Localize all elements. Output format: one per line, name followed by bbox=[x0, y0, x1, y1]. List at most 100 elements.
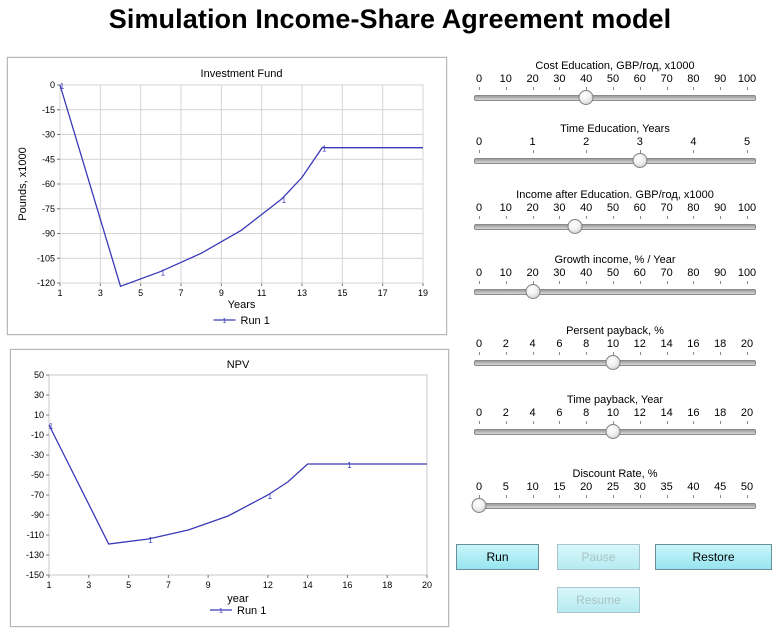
slider-tick-mark bbox=[613, 216, 614, 219]
slider-tick-mark bbox=[639, 150, 641, 153]
x-tick-label: 7 bbox=[166, 580, 171, 590]
slider-tick-mark bbox=[532, 281, 534, 284]
slider-tick-mark bbox=[586, 281, 588, 284]
slider-tick-label: 100 bbox=[737, 73, 757, 85]
slider-tick-label: 20 bbox=[526, 202, 539, 214]
slider-tick-mark bbox=[639, 87, 641, 90]
slider-tick-label: 5 bbox=[743, 136, 751, 148]
investment-fund-chart: 1 3 5 7 9 11 13 15 17 19 0 -15 -30 -45 -60 -75 -90 -105 -1… bbox=[7, 57, 447, 335]
slider-3: Growth income, % / Year 0 10 20 30 40 50 60 70 80… bbox=[470, 254, 760, 314]
series-marker: 1 bbox=[49, 422, 54, 431]
x-axis-label: Years bbox=[228, 299, 256, 311]
slider-track[interactable] bbox=[474, 224, 756, 230]
y-tick-label: -45 bbox=[42, 154, 55, 164]
slider-tick-mark bbox=[639, 216, 641, 219]
npv-chart: 1 3 5 7 9 12 14 16 18 20 50 30 10 -10 -30 -50 -70 -90 -110… bbox=[10, 349, 449, 627]
slider-tick-mark bbox=[747, 150, 748, 153]
slider-tick-mark bbox=[720, 352, 722, 355]
x-tick-label: 5 bbox=[126, 580, 131, 590]
slider-tick-label: 12 bbox=[633, 338, 646, 350]
slider-thumb[interactable] bbox=[525, 284, 541, 299]
slider-thumb[interactable] bbox=[605, 424, 621, 439]
slider-4: Persent payback, % 0 2 4 6 8 10 12 14 16 18 20 bbox=[470, 325, 760, 385]
slider-tick-mark bbox=[586, 87, 588, 90]
pause-button[interactable]: Pause bbox=[557, 544, 640, 570]
slider-track[interactable] bbox=[474, 289, 756, 295]
slider-tick-mark bbox=[613, 352, 614, 355]
slider-tick-mark bbox=[693, 421, 695, 424]
slider-tick-mark bbox=[666, 216, 668, 219]
slider-label: Discount Rate, % bbox=[572, 468, 658, 480]
page-title: Simulation Income-Share Agreement model bbox=[108, 4, 672, 34]
slider-thumb[interactable] bbox=[578, 90, 594, 105]
slider-tick-mark bbox=[747, 216, 748, 219]
slider-tick-mark bbox=[613, 87, 614, 90]
series-marker: 1 bbox=[148, 536, 153, 545]
slider-tick-label: 50 bbox=[606, 267, 620, 279]
x-tick-label: 19 bbox=[418, 288, 428, 298]
resume-button[interactable]: Resume bbox=[557, 587, 640, 613]
y-tick-label: -10 bbox=[31, 430, 44, 440]
slider-tick-label: 50 bbox=[606, 202, 620, 214]
slider-track[interactable] bbox=[474, 158, 756, 164]
restore-button[interactable]: Restore bbox=[655, 544, 772, 570]
slider-tick-label: 90 bbox=[714, 267, 727, 279]
run-button[interactable]: Run bbox=[456, 544, 539, 570]
series-marker: 1 bbox=[268, 492, 273, 501]
slider-tick-mark bbox=[559, 495, 561, 498]
slider-tick-mark bbox=[586, 495, 588, 498]
slider-tick-mark bbox=[586, 352, 588, 355]
y-tick-label: 10 bbox=[34, 410, 44, 420]
slider-2: Income after Education. GBP/год, x1000 0 1… bbox=[470, 189, 760, 249]
slider-thumb[interactable] bbox=[632, 153, 648, 168]
slider-thumb[interactable] bbox=[471, 498, 487, 513]
slider-tick-label: 90 bbox=[714, 202, 727, 214]
slider-tick-mark bbox=[639, 495, 641, 498]
y-tick-label: -105 bbox=[37, 253, 55, 263]
x-tick-label: 1 bbox=[46, 580, 51, 590]
slider-tick-label: 40 bbox=[580, 202, 593, 214]
slider-tick-label: 40 bbox=[580, 267, 593, 279]
y-tick-label: -75 bbox=[42, 204, 55, 214]
slider-tick-mark bbox=[505, 495, 507, 498]
series-line bbox=[59, 84, 423, 288]
slider-tick-label: 10 bbox=[499, 202, 512, 214]
slider-tick-label: 10 bbox=[606, 338, 620, 350]
slider-tick-label: 3 bbox=[636, 136, 643, 148]
slider-tick-label: 60 bbox=[633, 202, 646, 214]
slider-tick-mark bbox=[666, 352, 668, 355]
slider-tick-mark bbox=[720, 281, 722, 284]
slider-scale: 0 2 4 6 8 10 12 14 16 18 20 bbox=[470, 338, 760, 358]
y-tick-label: -30 bbox=[42, 130, 55, 140]
slider-tick-label: 100 bbox=[737, 267, 757, 279]
slider-tick-mark bbox=[586, 150, 588, 153]
slider-thumb[interactable] bbox=[605, 355, 621, 370]
slider-tick-label: 80 bbox=[687, 267, 700, 279]
slider-tick-mark bbox=[693, 495, 695, 498]
y-tick-label: -150 bbox=[26, 570, 44, 580]
y-tick-label: 0 bbox=[50, 80, 55, 90]
slider-tick-mark bbox=[613, 495, 614, 498]
slider-tick-label: 70 bbox=[660, 202, 673, 214]
x-tick-label: 3 bbox=[86, 580, 91, 590]
slider-tick-mark bbox=[505, 216, 507, 219]
slider-tick-mark bbox=[639, 421, 641, 424]
slider-label: Income after Education. GBP/год, x1000 bbox=[516, 189, 714, 201]
y-tick-label: -90 bbox=[31, 510, 44, 520]
slider-track[interactable] bbox=[474, 95, 756, 101]
slider-thumb[interactable] bbox=[567, 219, 583, 234]
slider-track[interactable] bbox=[474, 503, 756, 509]
slider-tick-label: 40 bbox=[580, 73, 593, 85]
slider-tick-mark bbox=[532, 150, 534, 153]
slider-tick-mark bbox=[505, 281, 507, 284]
x-tick-label: 20 bbox=[422, 580, 432, 590]
slider-tick-mark bbox=[693, 281, 695, 284]
y-tick-label: 30 bbox=[34, 390, 44, 400]
series-marker: 1 bbox=[322, 145, 327, 154]
x-tick-label: 12 bbox=[263, 580, 273, 590]
slider-tick-mark bbox=[479, 281, 480, 284]
slider-tick-mark bbox=[747, 352, 748, 355]
slider-tick-label: 14 bbox=[660, 338, 673, 350]
slider-tick-label: 6 bbox=[556, 407, 563, 419]
y-tick-label: -30 bbox=[31, 450, 44, 460]
